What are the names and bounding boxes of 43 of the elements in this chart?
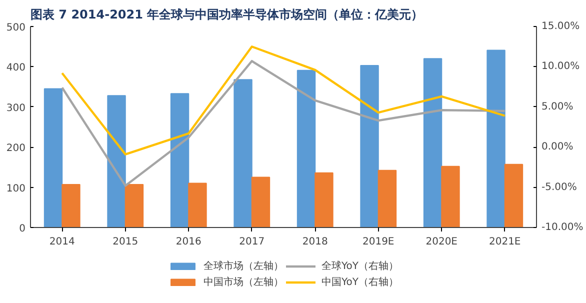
bar bbox=[423, 58, 442, 228]
x-tick-label: 2016 bbox=[176, 236, 202, 248]
legend-label: 中国市场（左轴） bbox=[203, 276, 284, 289]
y2-tick-label: 5.00% bbox=[542, 101, 574, 112]
y-tick-label: 400 bbox=[6, 62, 26, 74]
line-series bbox=[61, 60, 506, 187]
y2-tick-label: -10.00% bbox=[542, 222, 584, 233]
bar bbox=[170, 93, 190, 228]
x-tick-label: 2020E bbox=[426, 236, 458, 248]
x-tick-label: 2014 bbox=[49, 236, 75, 248]
bar bbox=[296, 70, 316, 228]
y-tick-label: 100 bbox=[6, 183, 26, 194]
x-tick-label: 2017 bbox=[239, 236, 265, 248]
bar bbox=[504, 164, 524, 228]
y-tick-label: 300 bbox=[6, 102, 26, 114]
legend-label: 全球市场（左轴） bbox=[203, 260, 284, 273]
y-tick-label: 500 bbox=[6, 22, 26, 34]
x-tick-label: 2021E bbox=[488, 236, 521, 248]
y2-tick-label: -5.00% bbox=[542, 182, 577, 193]
x-tick-label: 2015 bbox=[112, 236, 138, 248]
bar bbox=[107, 95, 126, 228]
y2-tick-label: 15.00% bbox=[542, 21, 580, 32]
chart-title: 图表 7 2014-2021 年全球与中国功率半导体市场空间（单位：亿美元） bbox=[30, 8, 424, 22]
y2-tick-label: 10.00% bbox=[542, 61, 580, 72]
bar bbox=[124, 184, 144, 228]
bar bbox=[44, 88, 63, 228]
bar bbox=[441, 166, 460, 228]
bar bbox=[62, 184, 80, 228]
x-tick-label: 2018 bbox=[302, 236, 328, 248]
bar bbox=[314, 172, 334, 228]
x-tick-label: 2019E bbox=[362, 236, 394, 248]
bar bbox=[234, 79, 252, 228]
line-series bbox=[61, 46, 506, 156]
bar bbox=[188, 182, 207, 228]
y2-tick-label: 0.00% bbox=[542, 142, 574, 153]
bar bbox=[360, 64, 379, 228]
bar bbox=[378, 170, 397, 228]
bar bbox=[251, 176, 270, 228]
bar bbox=[486, 50, 506, 228]
legend-label: 中国YoY（右轴） bbox=[321, 276, 399, 289]
legend-label: 全球YoY（右轴） bbox=[321, 260, 399, 273]
y-tick-label: 200 bbox=[6, 143, 26, 154]
y-tick-label: 0 bbox=[19, 224, 26, 234]
